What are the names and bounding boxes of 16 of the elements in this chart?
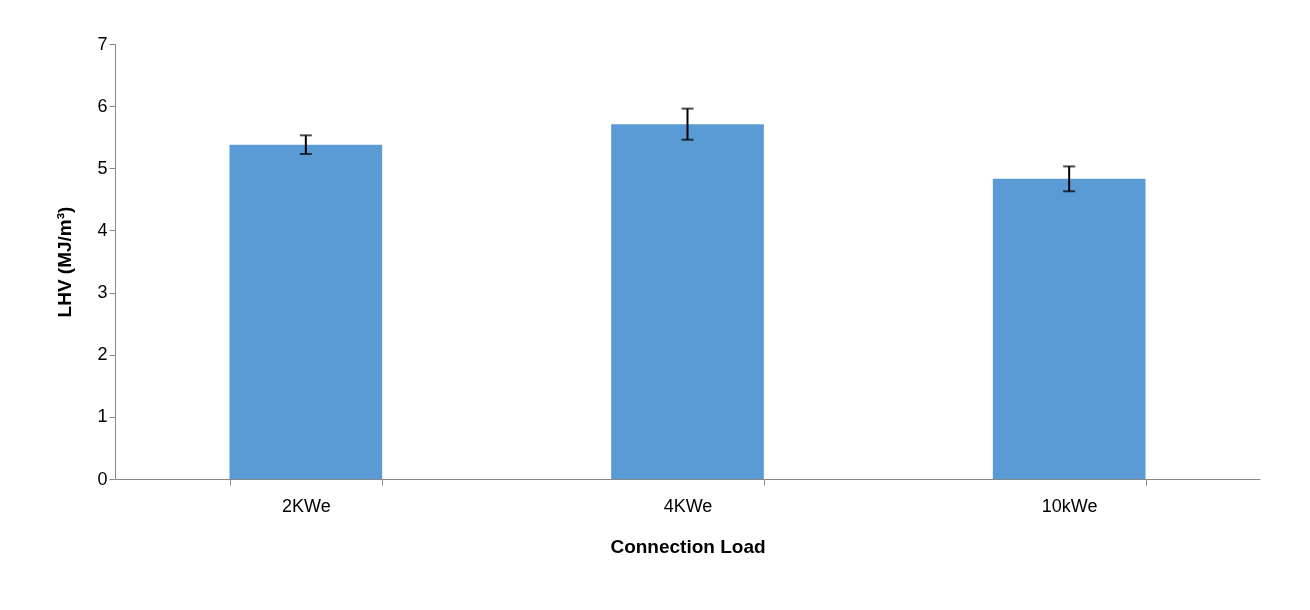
bar xyxy=(229,144,383,479)
y-tick-label: 2 xyxy=(97,344,108,365)
x-axis-title: Connection Load xyxy=(610,535,766,557)
y-tick-label: 6 xyxy=(97,95,108,116)
y-tick-label: 0 xyxy=(97,468,108,489)
y-axis-title: LHV (MJ/m³) xyxy=(54,206,76,318)
y-tick-label: 4 xyxy=(97,219,108,240)
x-tick-label: 4KWe xyxy=(663,495,713,516)
y-tick-label: 5 xyxy=(97,157,108,178)
x-tick-label: 10kWe xyxy=(1041,495,1098,516)
bar xyxy=(611,124,764,479)
y-tick-label: 1 xyxy=(97,406,108,427)
y-tick-label: 3 xyxy=(97,282,108,303)
x-tick-label: 2KWe xyxy=(281,495,331,516)
bar xyxy=(992,178,1146,479)
y-tick-label: 7 xyxy=(97,33,108,54)
